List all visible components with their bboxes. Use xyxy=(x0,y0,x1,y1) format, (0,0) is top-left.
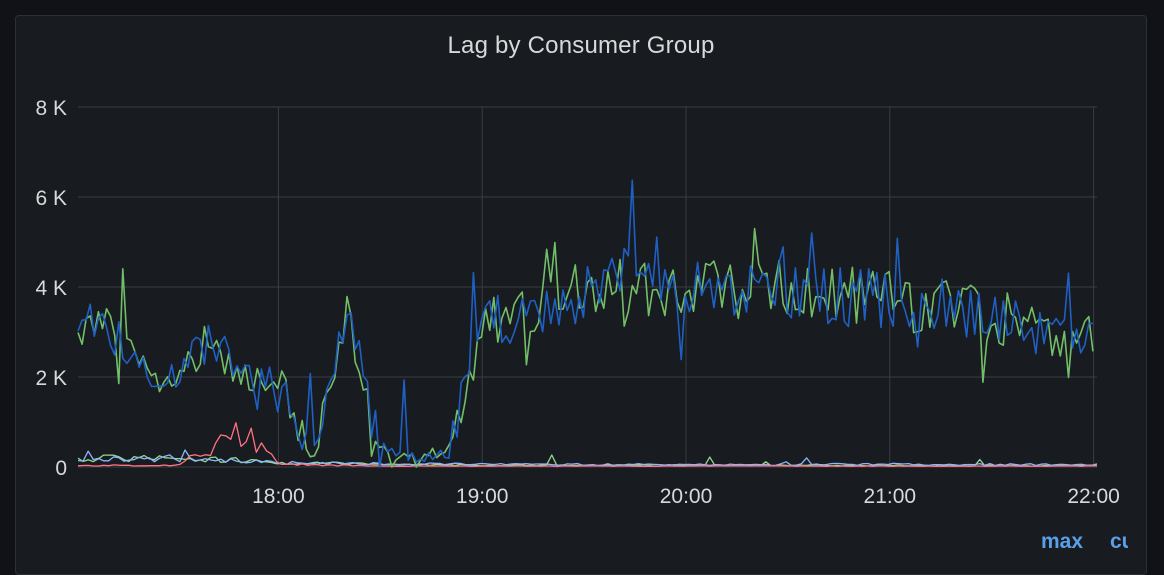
y-axis-ticks: 0 2 K 4 K 6 K 8 K xyxy=(35,97,67,480)
x-tick-label: 20:00 xyxy=(660,485,713,508)
y-tick-label: 0 xyxy=(55,457,67,480)
x-tick-label: 21:00 xyxy=(864,485,917,508)
legend-max-header[interactable]: max xyxy=(1041,530,1084,553)
y-tick-label: 8 K xyxy=(35,97,67,120)
x-tick-label: 19:00 xyxy=(456,485,509,508)
series-line[interactable] xyxy=(77,179,1093,468)
legend: max current xyxy=(0,530,1164,560)
series-line[interactable] xyxy=(77,422,1097,468)
panel-title[interactable]: Lag by Consumer Group xyxy=(447,32,715,59)
legend-current-header[interactable]: current xyxy=(1110,530,1128,553)
series-line[interactable] xyxy=(77,227,1094,468)
y-tick-label: 6 K xyxy=(35,187,67,210)
y-tick-label: 4 K xyxy=(35,277,67,300)
series-line[interactable] xyxy=(77,449,1098,467)
y-tick-label: 2 K xyxy=(35,367,67,390)
x-tick-label: 22:00 xyxy=(1067,485,1120,508)
line-chart: 0 2 K 4 K 6 K 8 K 18:00 19:00 20:00 21:00 22:00 xyxy=(35,97,1120,508)
x-axis-ticks: 18:00 19:00 20:00 21:00 22:00 xyxy=(252,485,1120,508)
series-layer xyxy=(77,179,1098,468)
x-tick-label: 18:00 xyxy=(252,485,305,508)
